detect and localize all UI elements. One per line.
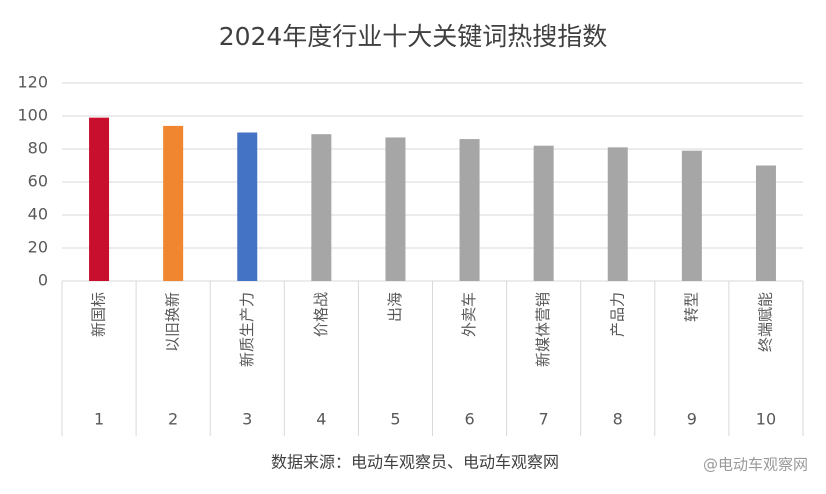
source-note: 数据来源：电动车观察员、电动车观察网 [271, 453, 559, 472]
x-tick-label: 终端赋能 [756, 292, 774, 352]
x-tick-label: 产品力 [608, 292, 626, 337]
y-tick-label: 60 [28, 172, 48, 191]
rank-label: 7 [539, 410, 549, 429]
rank-label: 10 [756, 410, 776, 429]
bar [459, 139, 480, 281]
rank-label: 6 [464, 410, 474, 429]
y-tick-label: 80 [28, 139, 48, 158]
bar [89, 117, 110, 282]
y-tick-label: 0 [38, 271, 48, 290]
y-tick-label: 20 [28, 238, 48, 257]
rank-label: 3 [242, 410, 252, 429]
x-tick-label: 新质生产力 [238, 292, 256, 367]
rank-label: 1 [94, 410, 104, 429]
bar [237, 132, 258, 281]
rank-label: 9 [687, 410, 697, 429]
watermark: @电动车观察网 [703, 456, 808, 474]
chart-title: 2024年度行业十大关键词热搜指数 [219, 22, 608, 51]
bar [385, 137, 406, 281]
bar [755, 165, 776, 281]
bar [163, 125, 184, 282]
rank-label: 5 [390, 410, 400, 429]
x-tick-label: 出海 [386, 292, 404, 322]
y-tick-label: 120 [17, 73, 48, 92]
y-tick-label: 40 [28, 205, 48, 224]
y-tick-label: 100 [17, 106, 48, 125]
x-tick-label: 转型 [682, 292, 700, 322]
x-tick-label: 外卖车 [460, 292, 478, 337]
bar [681, 150, 702, 281]
x-tick-label: 新媒体营销 [534, 292, 552, 367]
bar [533, 145, 554, 281]
rank-label: 8 [613, 410, 623, 429]
rank-label: 2 [168, 410, 178, 429]
bar [607, 147, 628, 281]
x-tick-label: 以旧换新 [164, 292, 182, 352]
x-tick-label: 价格战 [312, 292, 330, 337]
x-tick-label: 新国标 [90, 292, 108, 337]
bar [311, 134, 332, 281]
rank-label: 4 [316, 410, 326, 429]
